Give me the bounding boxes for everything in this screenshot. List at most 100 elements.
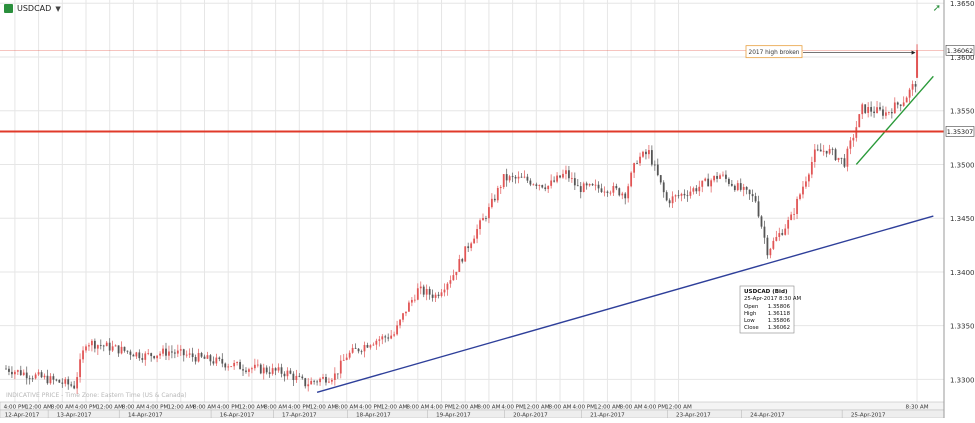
candle-body xyxy=(784,228,787,235)
candle-body xyxy=(618,188,621,196)
candle-body xyxy=(372,344,375,346)
x-tick-label: 4:00 PM xyxy=(4,405,27,411)
candle-body xyxy=(34,374,37,379)
candle-body xyxy=(399,319,401,326)
candle-body xyxy=(642,151,644,157)
candle-body xyxy=(464,246,467,262)
candle-body xyxy=(289,370,292,374)
candle-body xyxy=(437,294,440,296)
candle-body xyxy=(96,345,99,349)
candle-body xyxy=(410,299,413,303)
candle-body xyxy=(562,173,564,178)
candle-body xyxy=(129,351,132,355)
candle-body xyxy=(541,185,544,188)
candle-body xyxy=(304,378,307,387)
candle-body xyxy=(55,379,58,381)
x-date-label: 20-Apr-2017 xyxy=(513,413,548,419)
candle-body xyxy=(532,184,535,186)
candle-body xyxy=(419,286,422,289)
price-label-box xyxy=(945,126,975,137)
y-tick-label: 1.36000 xyxy=(950,54,975,62)
candle-body xyxy=(760,216,763,227)
candle-body xyxy=(713,175,715,181)
candle-body xyxy=(330,379,333,382)
x-tick-label: 4:00 PM xyxy=(359,405,382,411)
candle-body xyxy=(236,362,238,363)
x-tick-label: 12:00 AM xyxy=(25,405,52,411)
candle-body xyxy=(200,353,203,357)
candle-body xyxy=(725,174,727,179)
tooltip-row-value: 1.36118 xyxy=(768,311,791,317)
trendline-uptrend xyxy=(855,75,934,165)
candle-body xyxy=(31,378,34,380)
candle-body xyxy=(508,176,511,181)
candle-body xyxy=(689,191,692,196)
candle-body xyxy=(61,382,64,384)
chevron-down-icon[interactable]: ▼ xyxy=(55,4,61,13)
tooltip-row-label: High xyxy=(744,311,756,317)
candle-body xyxy=(256,364,259,366)
y-tick-label: 1.36500 xyxy=(950,0,975,8)
candle-body xyxy=(523,176,526,178)
candle-body xyxy=(336,373,339,375)
candle-body xyxy=(870,107,873,112)
candle-body xyxy=(893,102,896,114)
tooltip-row-value: 1.35806 xyxy=(768,318,791,324)
candle-body xyxy=(150,353,153,357)
candle-body xyxy=(233,362,236,367)
candle-body xyxy=(594,184,597,186)
x-date-label: 14-Apr-2017 xyxy=(128,413,163,419)
symbol-header[interactable]: USDCAD ▼ xyxy=(4,4,61,13)
candle-body xyxy=(153,356,156,359)
candle-body xyxy=(405,311,407,314)
watermark: INDICATIVE PRICE - Time Zone: Eastern Ti… xyxy=(6,392,187,399)
x-tick-label: 12:00 AM xyxy=(239,405,266,411)
x-tick-label: 12:00 AM xyxy=(168,405,195,411)
candle-body xyxy=(810,161,813,175)
candle-body xyxy=(165,348,167,356)
candle-body xyxy=(262,367,265,374)
candle-body xyxy=(325,377,327,383)
candle-body xyxy=(766,237,769,256)
candle-body xyxy=(144,353,147,360)
candle-body xyxy=(538,185,541,186)
candle-body xyxy=(13,371,16,375)
candle-body xyxy=(416,288,419,300)
candle-body xyxy=(108,342,111,351)
candle-body xyxy=(168,351,170,356)
candle-body xyxy=(102,345,105,347)
candle-body xyxy=(680,193,683,196)
candle-body xyxy=(384,336,387,338)
candle-body xyxy=(612,186,615,193)
candle-body xyxy=(313,380,316,382)
x-date-label: 12-Apr-2017 xyxy=(5,413,40,419)
x-date-label: 25-Apr-2017 xyxy=(851,413,886,419)
candle-body xyxy=(82,350,84,360)
expand-icon[interactable]: ➚ xyxy=(932,3,941,14)
candle-body xyxy=(849,140,852,149)
candle-body xyxy=(342,359,345,361)
candle-body xyxy=(843,158,846,167)
candle-body xyxy=(698,186,701,192)
candle-body xyxy=(488,207,490,219)
candle-body xyxy=(280,367,283,374)
candle-body xyxy=(328,381,330,383)
candle-body xyxy=(28,378,31,380)
price-label: 1.35307 xyxy=(947,128,973,136)
y-tick-label: 1.34000 xyxy=(950,269,975,277)
candle-body xyxy=(316,381,318,383)
candle-body xyxy=(876,107,878,114)
candle-body xyxy=(582,183,585,193)
candle-body xyxy=(485,218,487,219)
x-tick-label: 4:00 PM xyxy=(288,405,311,411)
candle-body xyxy=(855,127,858,138)
candle-body xyxy=(805,181,807,187)
candle-body xyxy=(526,176,529,181)
candle-body xyxy=(52,376,55,380)
candle-body xyxy=(73,385,76,389)
candle-body xyxy=(653,164,656,166)
candle-body xyxy=(357,348,360,352)
tooltip-row-value: 1.36062 xyxy=(768,325,790,331)
